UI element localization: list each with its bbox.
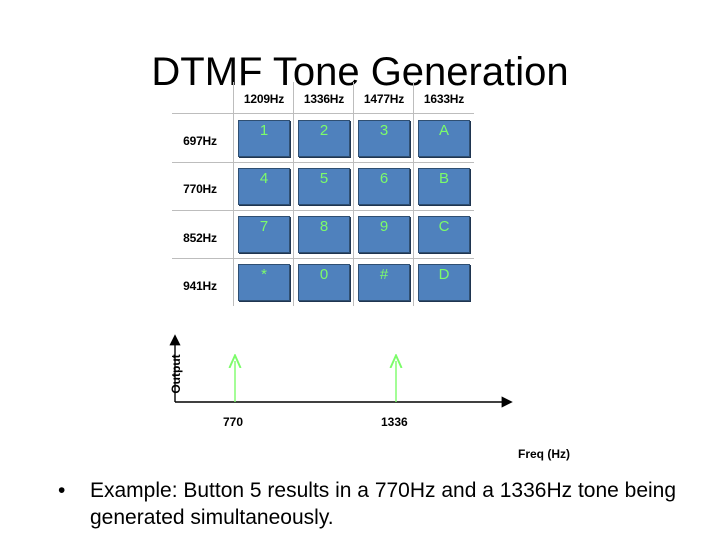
key-1[interactable]: 1 xyxy=(238,120,290,157)
grid-line xyxy=(293,82,294,306)
grid-line xyxy=(172,113,474,114)
key-2[interactable]: 2 xyxy=(298,120,350,157)
plot-x-axis-label: Freq (Hz) xyxy=(518,447,570,461)
row-frequency-941: 941Hz xyxy=(183,279,217,293)
key-0[interactable]: 0 xyxy=(298,264,350,301)
key-4[interactable]: 4 xyxy=(238,168,290,205)
column-frequency-1477: 1477Hz xyxy=(363,92,405,106)
column-frequency-1336: 1336Hz xyxy=(303,92,345,106)
row-frequency-852: 852Hz xyxy=(183,231,217,245)
grid-line xyxy=(172,162,474,163)
column-frequency-1209: 1209Hz xyxy=(243,92,285,106)
key-3[interactable]: 3 xyxy=(358,120,410,157)
row-frequency-697: 697Hz xyxy=(183,134,217,148)
tone-label-1336: 1336 xyxy=(381,415,408,429)
example-text: Example: Button 5 results in a 770Hz and… xyxy=(90,479,677,529)
key-9[interactable]: 9 xyxy=(358,216,410,253)
grid-line xyxy=(233,82,234,306)
key-star[interactable]: * xyxy=(238,264,290,301)
slide-title: DTMF Tone Generation xyxy=(151,50,569,94)
grid-line xyxy=(172,210,474,211)
grid-line xyxy=(413,82,414,306)
grid-line xyxy=(172,258,474,259)
key-6[interactable]: 6 xyxy=(358,168,410,205)
tone-label-770: 770 xyxy=(223,415,244,429)
example-bullet: • Example: Button 5 results in a 770Hz a… xyxy=(58,477,702,531)
key-a[interactable]: A xyxy=(418,120,470,157)
key-5[interactable]: 5 xyxy=(298,168,350,205)
key-b[interactable]: B xyxy=(418,168,470,205)
key-d[interactable]: D xyxy=(418,264,470,301)
key-hash[interactable]: # xyxy=(358,264,410,301)
key-c[interactable]: C xyxy=(418,216,470,253)
key-7[interactable]: 7 xyxy=(238,216,290,253)
plot-y-axis-label: Output xyxy=(169,354,183,394)
column-frequency-1633: 1633Hz xyxy=(423,92,465,106)
key-8[interactable]: 8 xyxy=(298,216,350,253)
row-frequency-770: 770Hz xyxy=(183,182,217,196)
bullet-icon: • xyxy=(58,479,66,502)
grid-line xyxy=(353,82,354,306)
